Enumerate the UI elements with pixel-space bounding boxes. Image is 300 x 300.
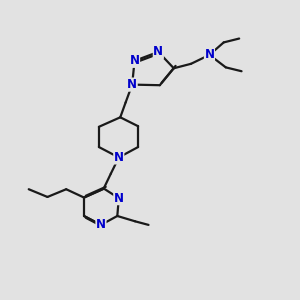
Text: N: N [130,54,140,67]
Text: N: N [153,45,163,58]
Text: N: N [96,218,106,231]
Text: N: N [114,192,124,205]
Text: N: N [127,78,137,91]
Text: N: N [114,151,124,164]
Text: N: N [204,48,214,62]
